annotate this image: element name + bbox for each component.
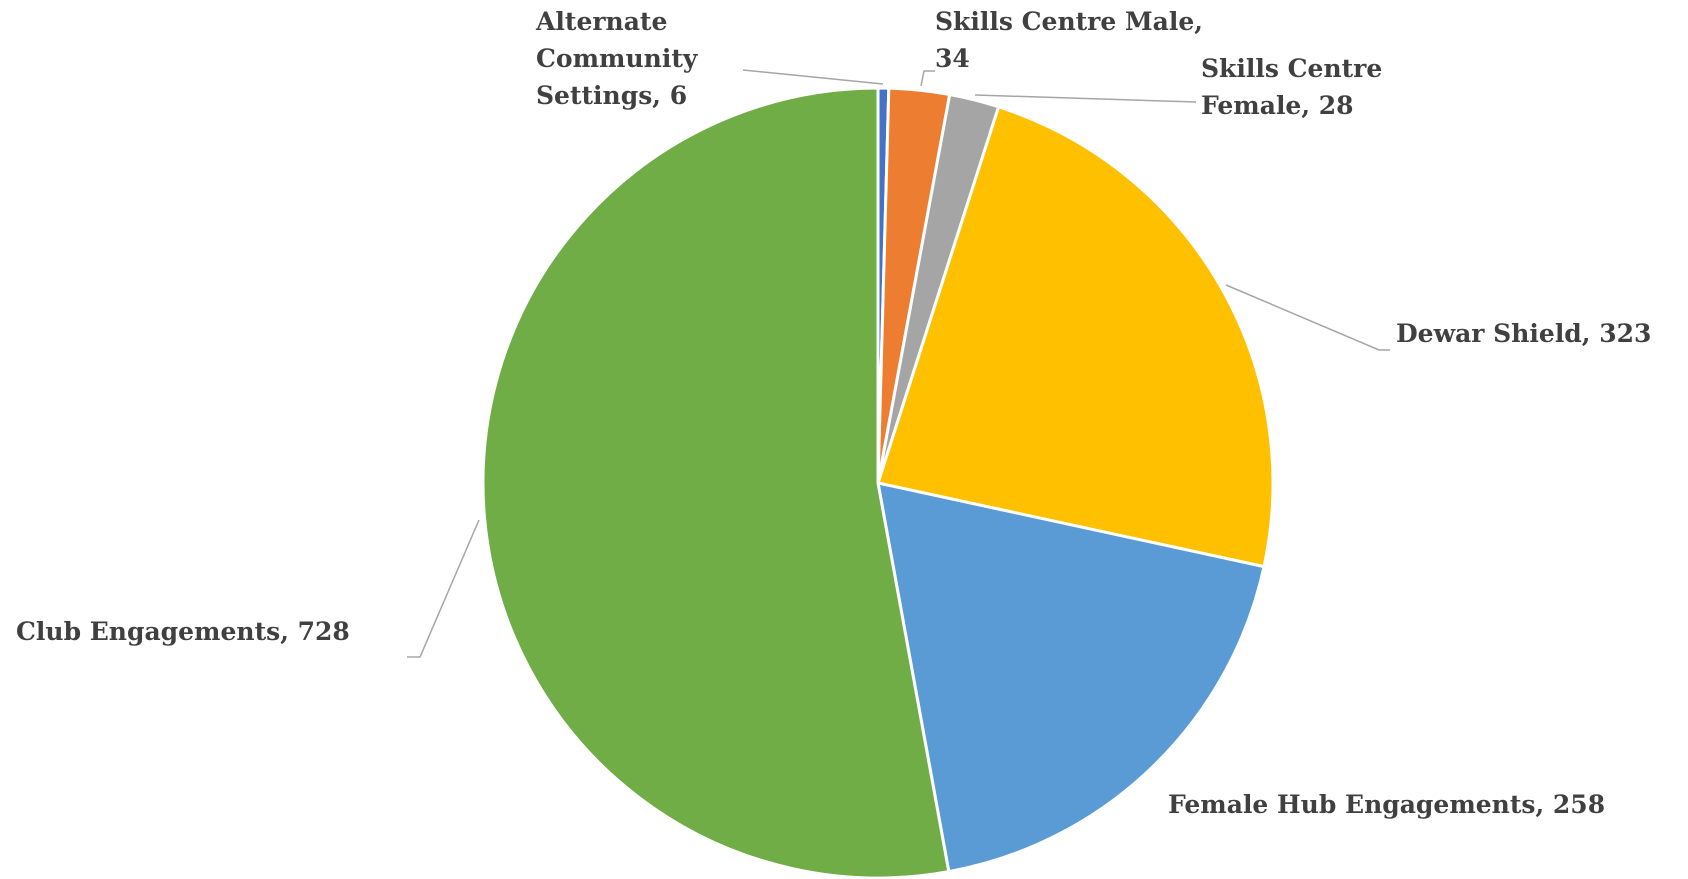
pie-slice — [876, 104, 1275, 569]
data-label: Dewar Shield, 323 — [1396, 319, 1652, 348]
leader-line — [974, 94, 1197, 103]
label-name: Female Hub Engagements — [1168, 790, 1536, 819]
label-value: 323 — [1599, 319, 1652, 348]
label-value: 28 — [1318, 91, 1354, 120]
label-name: Skills Centre Male — [935, 7, 1195, 36]
label-name: Skills Centre Female — [1201, 54, 1383, 120]
data-label: Club Engagements, 728 — [16, 617, 350, 646]
pie-slice — [876, 481, 1266, 874]
label-value: 258 — [1552, 790, 1606, 819]
pie-slice — [481, 86, 951, 879]
label-value: 728 — [297, 617, 350, 646]
leader-line — [1225, 284, 1390, 351]
data-label: Alternate Community Settings, 6 — [536, 7, 698, 110]
leader-line — [920, 70, 935, 87]
data-label: Skills Centre Male, 34 — [935, 7, 1203, 73]
leader-line — [742, 69, 884, 85]
label-name: Alternate Community Settings — [536, 7, 698, 110]
data-label: Female Hub Engagements, 258 — [1168, 790, 1606, 819]
data-label: Skills Centre Female, 28 — [1201, 54, 1383, 120]
label-name: Club Engagements — [16, 617, 281, 646]
leader-line — [407, 519, 480, 658]
label-value: 6 — [669, 81, 688, 110]
label-value: 34 — [935, 44, 970, 73]
label-name: Dewar Shield — [1396, 319, 1582, 348]
